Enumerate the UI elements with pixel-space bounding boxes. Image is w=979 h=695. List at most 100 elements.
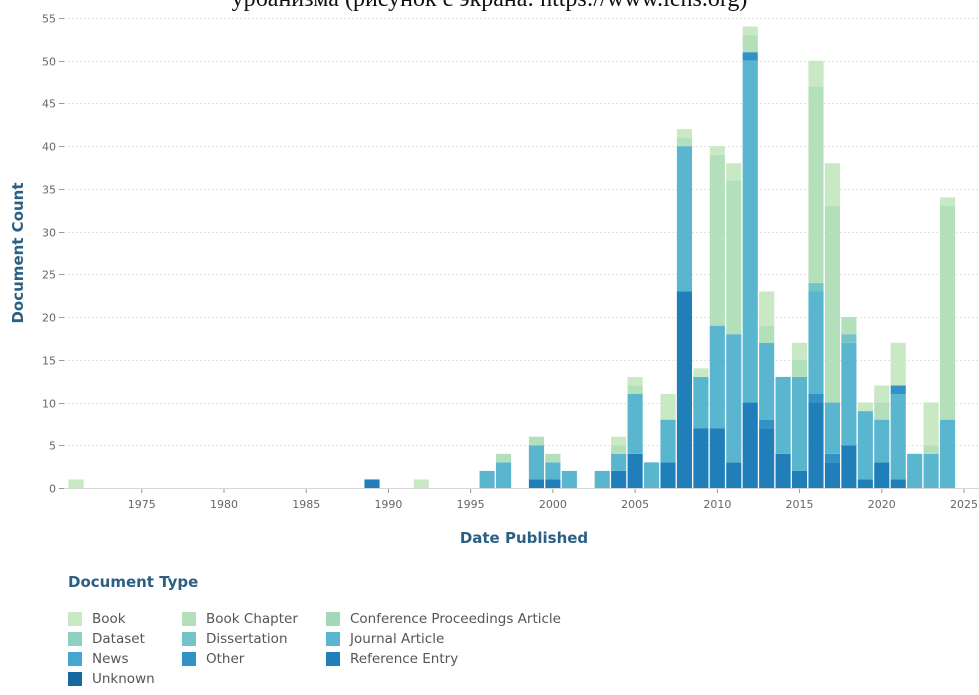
legend-item-unknown[interactable]: Unknown <box>68 669 182 688</box>
legend-item-news[interactable]: News <box>68 649 182 668</box>
bar-segment-1997-journal-article[interactable] <box>495 462 512 488</box>
bar-segment-2019-reference-entry[interactable] <box>857 479 873 488</box>
legend-item-dataset[interactable]: Dataset <box>68 629 182 648</box>
bar-segment-2013-book-chapter[interactable] <box>759 325 775 343</box>
bar-segment-2003-journal-article[interactable] <box>594 470 610 488</box>
bar-segment-2010-journal-article[interactable] <box>709 325 725 429</box>
bar-segment-2000-reference-entry[interactable] <box>545 479 561 488</box>
bar-segment-2021-other[interactable] <box>890 385 906 394</box>
bar-segment-2012-other[interactable] <box>742 52 758 61</box>
bar-segment-2009-journal-article[interactable] <box>693 376 709 429</box>
legend-item-dissertation[interactable]: Dissertation <box>182 629 326 648</box>
bar-segment-1999-book-chapter[interactable] <box>528 436 545 446</box>
legend-item-journal-article[interactable]: Journal Article <box>326 629 586 648</box>
bar-segment-2008-reference-entry[interactable] <box>676 291 693 488</box>
bar-segment-2021-reference-entry[interactable] <box>890 479 906 488</box>
bar-segment-2016-book-chapter[interactable] <box>808 86 824 283</box>
bar-segment-2007-book[interactable] <box>660 394 676 420</box>
bar-segment-2008-book-chapter[interactable] <box>676 137 693 147</box>
bar-segment-2006-journal-article[interactable] <box>643 462 660 488</box>
bar-segment-2016-dissertation[interactable] <box>808 282 824 292</box>
bar-segment-2018-reference-entry[interactable] <box>841 445 857 488</box>
bar-segment-2013-other[interactable] <box>759 419 775 429</box>
legend-item-book[interactable]: Book <box>68 609 182 628</box>
bar-segment-2009-book[interactable] <box>693 368 709 377</box>
bar-segment-2020-book[interactable] <box>874 385 890 403</box>
bar-segment-2012-reference-entry[interactable] <box>742 402 758 488</box>
bar-segment-2019-journal-article[interactable] <box>857 411 873 480</box>
bar-segment-2015-reference-entry[interactable] <box>791 470 808 488</box>
bar-segment-2010-book[interactable] <box>709 146 725 155</box>
bar-segment-2001-journal-article[interactable] <box>561 470 577 488</box>
bar-segment-2017-reference-entry[interactable] <box>824 462 841 488</box>
bar-segment-2017-other[interactable] <box>824 453 841 463</box>
legend-item-conference-proceedings-article[interactable]: Conference Proceedings Article <box>326 609 586 628</box>
bar-segment-2004-reference-entry[interactable] <box>611 470 627 488</box>
bar-segment-2013-book[interactable] <box>759 291 775 326</box>
bar-segment-1997-book-chapter[interactable] <box>495 453 512 463</box>
bar-segment-2014-reference-entry[interactable] <box>775 453 791 488</box>
bar-segment-1999-journal-article[interactable] <box>528 445 545 480</box>
bar-segment-2020-book-chapter[interactable] <box>874 402 890 420</box>
bar-segment-2018-dissertation[interactable] <box>841 334 857 343</box>
legend-item-book-chapter[interactable]: Book Chapter <box>182 609 326 628</box>
bar-segment-2015-book[interactable] <box>791 342 808 360</box>
bar-segment-2012-journal-article[interactable] <box>742 60 758 403</box>
bar-segment-2008-journal-article[interactable] <box>676 146 693 292</box>
bar-segment-2011-book[interactable] <box>726 163 742 181</box>
bar-segment-2000-journal-article[interactable] <box>545 462 561 480</box>
bar-segment-1989-reference-entry[interactable] <box>364 479 380 488</box>
bar-segment-2016-journal-article[interactable] <box>808 291 824 394</box>
bar-segment-2016-other[interactable] <box>808 394 824 403</box>
bar-segment-1996-journal-article[interactable] <box>479 470 495 488</box>
bar-segment-2024-journal-article[interactable] <box>939 419 956 488</box>
bar-segment-2007-journal-article[interactable] <box>660 419 676 463</box>
bar-segment-2024-book-chapter[interactable] <box>939 206 956 420</box>
bar-segment-2015-journal-article[interactable] <box>791 376 808 471</box>
bar-segment-2005-reference-entry[interactable] <box>627 453 643 488</box>
bar-segment-2005-book-chapter[interactable] <box>627 385 643 394</box>
bar-segment-2015-book-chapter[interactable] <box>791 359 808 377</box>
bar-segment-2016-reference-entry[interactable] <box>808 402 824 488</box>
bar-segment-2011-journal-article[interactable] <box>726 334 742 463</box>
bar-segment-2017-book[interactable] <box>824 163 841 206</box>
bar-segment-2005-book[interactable] <box>627 376 643 386</box>
bar-segment-1971-book[interactable] <box>68 479 84 488</box>
bar-segment-2012-book-chapter[interactable] <box>742 35 758 53</box>
bar-segment-2016-book[interactable] <box>808 60 824 87</box>
bar-segment-2018-book-chapter[interactable] <box>841 317 857 335</box>
bar-segment-2022-journal-article[interactable] <box>907 453 923 488</box>
bar-segment-2020-reference-entry[interactable] <box>874 462 890 488</box>
bar-segment-2007-reference-entry[interactable] <box>660 462 676 488</box>
bar-segment-2004-journal-article[interactable] <box>611 453 627 471</box>
bar-segment-1992-book[interactable] <box>413 479 429 488</box>
bar-segment-2008-book[interactable] <box>676 129 693 138</box>
bar-segment-2004-book-chapter[interactable] <box>611 445 627 454</box>
bar-segment-2024-book[interactable] <box>939 197 956 206</box>
bar-segment-2023-journal-article[interactable] <box>923 453 939 488</box>
bar-segment-2009-reference-entry[interactable] <box>693 428 709 488</box>
bar-segment-2017-book-chapter[interactable] <box>824 206 841 403</box>
bar-segment-2023-book[interactable] <box>923 402 939 446</box>
bar-segment-2017-journal-article[interactable] <box>824 402 841 454</box>
bar-segment-2010-book-chapter[interactable] <box>709 154 725 326</box>
legend-item-other[interactable]: Other <box>182 649 326 668</box>
bar-segment-2004-book[interactable] <box>611 436 627 446</box>
bar-segment-2010-reference-entry[interactable] <box>709 428 725 488</box>
bar-segment-2023-book-chapter[interactable] <box>923 445 939 454</box>
bar-segment-2021-journal-article[interactable] <box>890 394 906 480</box>
bar-segment-2019-book[interactable] <box>857 402 873 412</box>
bar-segment-1999-reference-entry[interactable] <box>528 479 545 488</box>
bar-segment-2013-reference-entry[interactable] <box>759 428 775 488</box>
bar-segment-2000-book-chapter[interactable] <box>545 453 561 463</box>
legend-item-reference-entry[interactable]: Reference Entry <box>326 649 586 668</box>
bar-segment-2021-book[interactable] <box>890 342 906 386</box>
bar-segment-2012-book[interactable] <box>742 26 758 36</box>
bar-segment-2013-journal-article[interactable] <box>759 342 775 420</box>
bar-segment-2011-reference-entry[interactable] <box>726 462 742 488</box>
bar-segment-2020-journal-article[interactable] <box>874 419 890 463</box>
bar-segment-2014-journal-article[interactable] <box>775 376 791 454</box>
bar-segment-2018-journal-article[interactable] <box>841 342 857 446</box>
bar-segment-2011-book-chapter[interactable] <box>726 180 742 335</box>
bar-segment-2005-journal-article[interactable] <box>627 394 643 454</box>
